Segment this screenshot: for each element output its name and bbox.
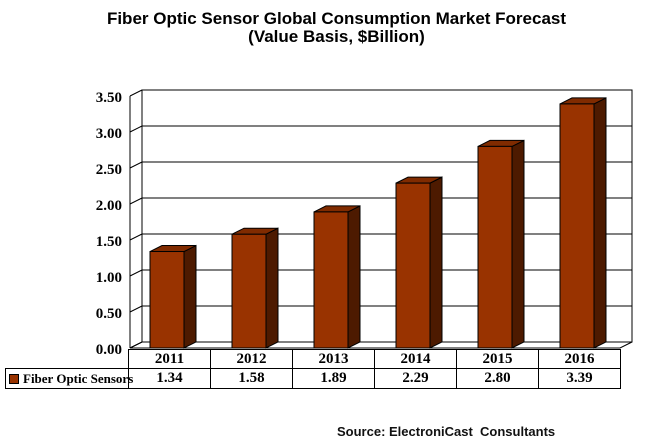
value-cell: 1.58 — [210, 368, 293, 389]
y-tick — [129, 233, 143, 241]
year-cell: 2011 — [128, 349, 211, 369]
bar-side — [347, 205, 361, 349]
y-tick — [129, 305, 143, 313]
y-tick — [129, 197, 143, 205]
bar-side — [429, 176, 443, 349]
value-cell: 1.89 — [292, 368, 375, 389]
year-cell: 2012 — [210, 349, 293, 369]
bar-front — [149, 251, 185, 349]
y-tick — [129, 269, 143, 277]
y-tick — [129, 89, 143, 97]
bar-front — [313, 211, 349, 349]
table-row-years: 2011 2012 2013 2014 2015 2016 — [128, 349, 621, 369]
bar-side — [265, 227, 279, 349]
bar-front — [477, 145, 513, 349]
value-cell: 3.39 — [538, 368, 621, 389]
y-tick-label: 0.00 — [95, 342, 122, 358]
bar-2013 — [313, 205, 361, 349]
y-tick-label: 0.50 — [95, 306, 122, 322]
bar-2011 — [149, 244, 197, 349]
bar-2014 — [395, 176, 443, 349]
bar-side — [593, 97, 607, 349]
y-tick-label: 1.00 — [95, 270, 122, 286]
floor — [129, 341, 633, 349]
y-tick — [129, 125, 143, 133]
bar-front — [231, 233, 267, 349]
bar-2015 — [477, 139, 525, 349]
data-table: 2011 2012 2013 2014 2015 2016 1.34 1.58 1.89 2.29… — [128, 349, 621, 389]
y-tick — [129, 341, 143, 349]
year-cell: 2014 — [374, 349, 457, 369]
value-cell: 2.29 — [374, 368, 457, 389]
chart-title-line2: (Value Basis, $Billion) — [248, 27, 425, 46]
bar-2016 — [559, 97, 607, 349]
value-cell: 1.34 — [128, 368, 211, 389]
year-cell: 2015 — [456, 349, 539, 369]
y-tick-label: 3.00 — [95, 126, 122, 142]
source-text: Source: ElectroniCast Consultants — [337, 424, 556, 439]
y-tick-label: 2.00 — [95, 198, 122, 214]
year-cell: 2016 — [538, 349, 621, 369]
legend: Fiber Optic Sensors — [5, 368, 133, 389]
bar-front — [559, 103, 595, 349]
y-tick — [129, 161, 143, 169]
back-wall — [141, 89, 633, 343]
y-tick-label: 2.50 — [95, 162, 122, 178]
bar-2012 — [231, 227, 279, 349]
y-tick-label: 3.50 — [95, 90, 122, 106]
bar-front — [395, 182, 431, 349]
legend-marker-icon — [9, 373, 19, 384]
chart-title-line1: Fiber Optic Sensor Global Consumption Ma… — [106, 9, 567, 28]
y-tick-label: 1.50 — [95, 234, 122, 250]
legend-label: Fiber Optic Sensors — [23, 370, 134, 386]
bar-side — [183, 244, 197, 349]
value-cell: 2.80 — [456, 368, 539, 389]
table-row-values: 1.34 1.58 1.89 2.29 2.80 3.39 — [128, 368, 621, 389]
bar-side — [511, 139, 525, 349]
year-cell: 2013 — [292, 349, 375, 369]
chart-title: Fiber Optic Sensor Global Consumption Ma… — [60, 10, 613, 46]
